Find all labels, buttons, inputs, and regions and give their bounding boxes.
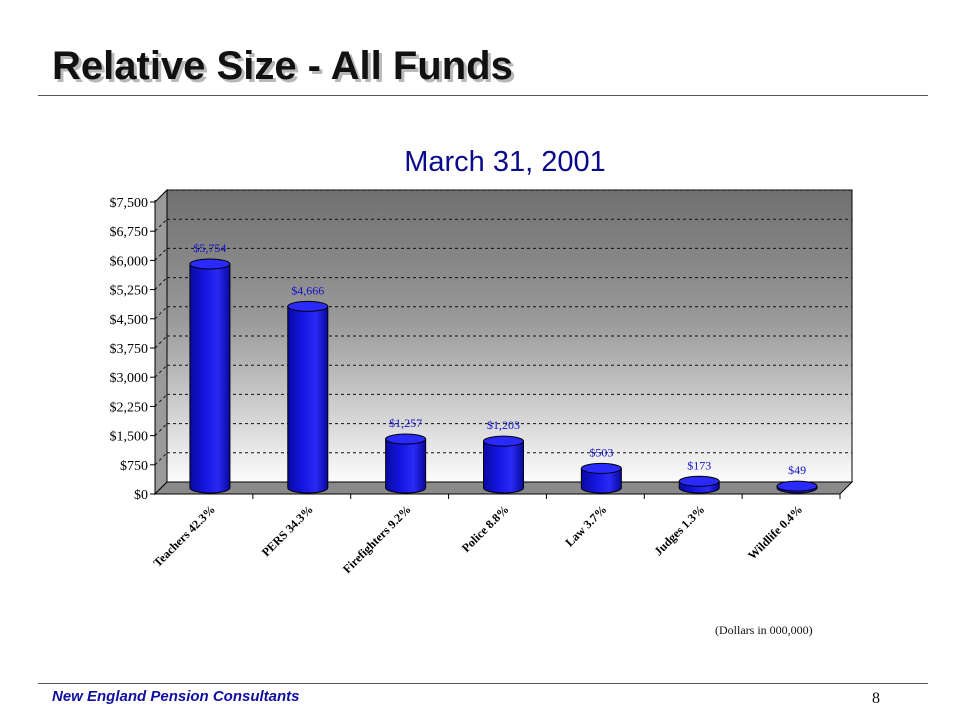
bar [287,300,329,494]
bar-top [385,433,427,445]
category-label: Wildlife 0.4% [745,502,805,562]
y-tick-label: $750 [120,459,148,474]
bar-top [483,435,524,447]
category-label: Police 8.8% [459,502,512,555]
bar-top [580,462,622,474]
y-tick-label: $7,500 [110,196,149,211]
y-tick-label: $1,500 [110,430,149,445]
gridline-side [154,364,168,378]
bar [580,462,622,494]
gridline-side [154,335,168,349]
bar-top [776,480,818,492]
gridline-side [154,189,168,203]
bar-top [678,475,720,487]
title-divider [38,95,928,96]
value-label: $49 [788,463,806,477]
bar [483,435,524,494]
category-label: Teachers 42.3% [150,502,218,570]
page-number: 8 [872,690,880,707]
value-label: $173 [687,458,711,472]
value-label: $1,203 [487,418,520,432]
bar-top [189,258,231,270]
y-tick-label: $3,000 [110,371,149,386]
category-label: PERS 34.3% [259,502,316,559]
y-tick-label: $2,250 [110,400,149,415]
gridline-side [154,306,168,320]
gridline-side [154,394,168,407]
bar [776,480,818,494]
y-tick-label: $5,250 [110,284,149,299]
gridline-side [154,218,168,232]
bar-body [385,438,427,494]
value-label: $5,754 [193,241,226,255]
gridline-side [154,277,168,290]
gridline-side [154,423,168,436]
y-tick-label: $0 [134,488,148,503]
category-label: Law 3.7% [562,502,609,549]
gridline-side [154,452,168,466]
value-label: $503 [589,445,613,459]
bar-body [287,305,329,494]
category-label: Firefighters 9.2% [340,502,414,576]
bar-top [287,300,329,312]
slide-title: Relative Size - All Funds Relative Size … [52,44,516,91]
units-note: (Dollars in 000,000) [715,623,813,637]
value-label: $1,257 [389,416,422,430]
slide-title-text: Relative Size - All Funds [52,44,513,88]
y-tick-label: $3,750 [110,342,149,357]
gridline-side [154,248,168,261]
bar-body [483,440,524,494]
category-label: Judges 1.3% [651,502,707,558]
bar [678,475,720,494]
chart-title: March 31, 2001 [404,146,606,178]
y-tick-label: $6,750 [110,225,149,240]
footer-divider [38,683,928,684]
y-tick-label: $4,500 [110,313,149,328]
slide-title-shadow: Relative Size - All Funds [55,47,516,91]
y-tick-label: $6,000 [110,254,149,269]
bar [189,258,231,494]
bar-body [580,467,622,494]
bar-body [189,263,231,494]
footer-organization: New England Pension Consultants [52,688,300,705]
bar [385,433,427,494]
value-label: $4,666 [291,283,324,297]
